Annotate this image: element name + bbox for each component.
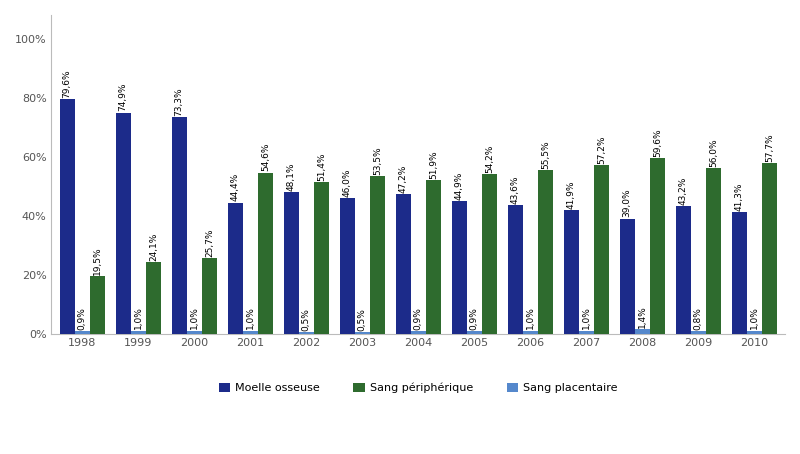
Bar [619,218,634,334]
Text: 0,5%: 0,5% [358,308,366,331]
Text: 53,5%: 53,5% [373,146,382,175]
Bar [90,276,105,334]
Bar [426,181,441,334]
Text: 0,8%: 0,8% [694,307,702,330]
Bar [74,331,90,334]
Text: 1,4%: 1,4% [638,306,646,328]
Bar [451,201,466,334]
Bar [130,331,146,334]
Bar [507,205,522,334]
Text: 56,0%: 56,0% [709,138,718,167]
Bar [746,331,762,334]
Text: 43,2%: 43,2% [678,177,687,205]
Text: 47,2%: 47,2% [398,165,408,193]
Text: 39,0%: 39,0% [622,189,631,217]
Text: 59,6%: 59,6% [653,128,662,157]
Bar [298,332,314,334]
Text: 1,0%: 1,0% [750,306,758,330]
Bar [538,170,553,334]
Text: 44,9%: 44,9% [454,172,464,200]
Bar [60,99,74,334]
Bar [227,202,242,334]
Text: 46,0%: 46,0% [342,168,352,197]
Text: 54,2%: 54,2% [485,144,494,173]
Bar [466,331,482,334]
Bar [634,330,650,334]
Text: 41,3%: 41,3% [734,182,743,211]
Text: 79,6%: 79,6% [62,69,72,98]
Legend: Moelle osseuse, Sang périphérique, Sang placentaire: Moelle osseuse, Sang périphérique, Sang … [213,377,623,399]
Bar [594,165,609,334]
Text: 57,2%: 57,2% [597,135,606,163]
Text: 0,9%: 0,9% [414,307,422,330]
Bar [171,117,186,334]
Bar [650,158,665,334]
Bar [242,331,258,334]
Text: 1,0%: 1,0% [134,306,142,330]
Text: 0,9%: 0,9% [470,307,478,330]
Text: 74,9%: 74,9% [118,83,128,111]
Text: 41,9%: 41,9% [566,180,576,209]
Bar [314,182,329,334]
Bar [731,212,746,334]
Bar [675,206,690,334]
Text: 48,1%: 48,1% [286,162,296,191]
Bar [146,262,161,334]
Bar [690,331,706,334]
Bar [706,168,721,334]
Bar [410,331,426,334]
Text: 44,4%: 44,4% [230,173,240,202]
Text: 54,6%: 54,6% [261,143,270,171]
Bar [563,210,578,334]
Text: 73,3%: 73,3% [174,88,184,116]
Text: 1,0%: 1,0% [582,306,590,330]
Bar [202,258,217,334]
Text: 1,0%: 1,0% [246,306,254,330]
Text: 51,9%: 51,9% [429,151,438,179]
Bar [354,332,370,334]
Bar [395,194,410,334]
Text: 43,6%: 43,6% [510,175,520,204]
Text: 19,5%: 19,5% [93,246,102,275]
Text: 24,1%: 24,1% [149,233,158,262]
Bar [115,113,130,334]
Bar [762,163,777,334]
Bar [482,174,497,334]
Text: 1,0%: 1,0% [526,306,534,330]
Bar [186,331,202,334]
Text: 25,7%: 25,7% [205,228,214,257]
Text: 1,0%: 1,0% [190,306,198,330]
Text: 0,9%: 0,9% [78,307,86,330]
Text: 57,7%: 57,7% [765,133,774,162]
Bar [258,173,273,334]
Bar [370,176,385,334]
Bar [578,331,594,334]
Bar [522,331,538,334]
Text: 55,5%: 55,5% [541,140,550,169]
Text: 51,4%: 51,4% [317,152,326,181]
Bar [283,192,298,334]
Text: 0,5%: 0,5% [302,308,310,331]
Bar [339,198,354,334]
